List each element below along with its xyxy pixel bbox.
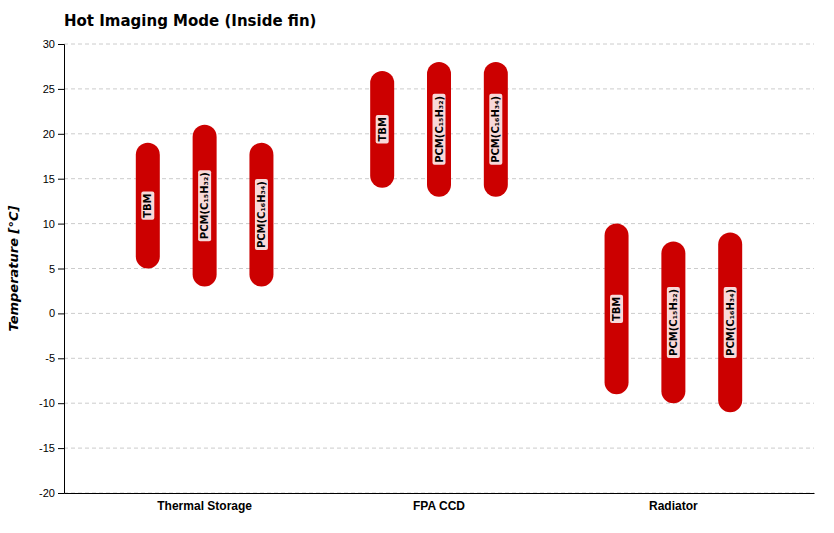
y-tick-mark — [58, 89, 64, 90]
x-tick-label: FPA CCD — [413, 499, 465, 513]
x-tick-label: Radiator — [649, 499, 698, 513]
bar-label: TBM — [376, 115, 389, 143]
y-tick-mark — [58, 448, 64, 449]
bar-label-box — [198, 170, 211, 241]
y-tick-label: 5 — [49, 263, 55, 275]
y-axis: -20 -15 -10 -5 0 5 10 15 20 25 30 — [39, 38, 64, 499]
y-tick-mark — [58, 358, 64, 359]
grid-line — [64, 223, 814, 224]
bar-label-text: PCM(C₁₆H₃₄) — [256, 181, 267, 248]
bar-label: TBM — [610, 295, 623, 323]
bar — [484, 62, 508, 197]
y-tick-label: 10 — [43, 218, 55, 230]
bar — [605, 224, 629, 395]
bar-label-text: TBM — [142, 193, 153, 217]
y-tick: 15 — [43, 173, 64, 185]
plot: -20 -15 -10 -5 0 5 10 15 20 25 30 Thermal Storage FP… — [39, 38, 814, 513]
bar-label-text: PCM(C₁₆H₃₄) — [725, 289, 736, 356]
y-tick-label: 15 — [43, 173, 55, 185]
x-axis-line — [65, 493, 815, 494]
x-tick: Thermal Storage — [157, 499, 252, 513]
bar-label: PCM(C₁₆H₃₄) — [489, 94, 502, 165]
grid-line — [64, 313, 814, 314]
y-tick: 10 — [43, 218, 64, 230]
y-tick-mark — [58, 269, 64, 270]
bar-label-text: PCM(C₁₆H₃₄) — [490, 96, 501, 163]
y-tick-mark — [58, 179, 64, 180]
y-tick: -15 — [39, 442, 64, 454]
y-axis-title: Temperature [°C] — [6, 205, 21, 331]
bar-label-text: TBM — [611, 297, 622, 321]
bar-label-box — [376, 115, 389, 143]
bar-label-box — [489, 94, 502, 165]
y-tick-label: 20 — [43, 128, 55, 140]
chart: -20 -15 -10 -5 0 5 10 15 20 25 30 Thermal Storage FP… — [0, 0, 834, 533]
y-tick-mark — [58, 44, 64, 45]
x-tick: FPA CCD — [413, 499, 465, 513]
y-tick-mark — [58, 224, 64, 225]
grid-line — [64, 44, 814, 45]
y-tick: -5 — [45, 352, 64, 364]
grid-line — [64, 268, 814, 269]
bar-label: PCM(C₁₅H₃₂) — [198, 170, 211, 241]
y-tick-mark — [58, 134, 64, 135]
grid-line — [64, 448, 814, 449]
y-tick-label: -20 — [39, 487, 55, 499]
grid-line — [64, 403, 814, 404]
bar-label: PCM(C₁₅H₃₂) — [667, 287, 680, 358]
y-tick: 30 — [43, 38, 64, 50]
y-tick-label: -15 — [39, 442, 55, 454]
bar — [193, 125, 217, 287]
bar-label-box — [255, 179, 268, 250]
grid-line — [64, 493, 814, 494]
title: Hot Imaging Mode (Inside fin) — [64, 12, 316, 30]
y-tick: -20 — [39, 487, 64, 499]
y-tick-mark — [58, 403, 64, 404]
bar-label-text: PCM(C₁₅H₃₂) — [668, 289, 679, 356]
y-tick-label: -10 — [39, 397, 55, 409]
y-tick: 5 — [49, 263, 64, 275]
y-tick-label: 25 — [43, 83, 55, 95]
bars — [136, 62, 742, 412]
bar — [427, 62, 451, 197]
bar-label: PCM(C₁₆H₃₄) — [255, 179, 268, 250]
bar-labels: TBM TBM TBM PCM(C₁₅H₃₂) PCM(C₁₅H₃₂) PCM(C₁₅H₃… — [141, 94, 736, 358]
y-tick-label: -5 — [45, 352, 55, 364]
bar-label-text: TBM — [377, 117, 388, 141]
y-tick: 25 — [43, 83, 64, 95]
bar — [370, 71, 394, 188]
y-tick-mark — [58, 493, 64, 494]
bar-label-text: PCM(C₁₅H₃₂) — [434, 96, 445, 163]
y-tick-label: 0 — [49, 307, 55, 319]
bar — [718, 233, 742, 413]
bar — [249, 143, 273, 287]
grid — [64, 44, 814, 493]
bar-label-box — [141, 191, 154, 219]
bar-label-box — [667, 287, 680, 358]
y-axis-line — [58, 45, 65, 494]
x-tick: Radiator — [649, 499, 698, 513]
bar-label: PCM(C₁₅H₃₂) — [433, 94, 446, 165]
y-tick-label: 30 — [43, 38, 55, 50]
bar-label-text: PCM(C₁₅H₃₂) — [199, 172, 210, 239]
bar-label: PCM(C₁₆H₃₄) — [724, 287, 737, 358]
bar — [661, 242, 685, 404]
x-axis: Thermal Storage FPA CCD Radiator — [65, 494, 815, 513]
bar — [136, 143, 160, 269]
bar-label: TBM — [141, 191, 154, 219]
y-tick-mark — [58, 313, 64, 314]
y-tick: 20 — [43, 128, 64, 140]
bar-label-box — [610, 295, 623, 323]
x-tick-label: Thermal Storage — [157, 499, 252, 513]
bar-label-box — [433, 94, 446, 165]
y-tick: -10 — [39, 397, 64, 409]
y-tick: 0 — [49, 307, 64, 319]
grid-line — [64, 358, 814, 359]
bar-label-box — [724, 287, 737, 358]
